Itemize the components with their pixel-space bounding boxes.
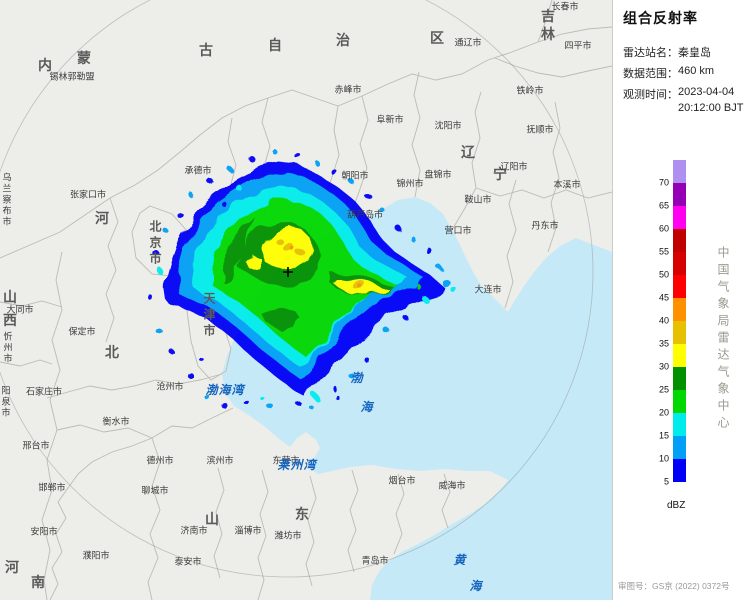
boundary-line [105,197,119,343]
time-clock: 20:12:00 BJT [678,102,744,114]
legend-row: 55 [649,229,686,257]
watermark: 中国气象局雷达气象中心 [716,246,730,433]
time-row: 观测时间： 2023-04-04 20:12:00 BJT [623,86,756,118]
legend-row: 30 [649,344,686,372]
radar-echo [145,150,458,411]
boundary-line [46,373,223,399]
boundary-line [257,469,269,600]
legend-unit: dBZ [667,500,686,511]
legend-row: 35 [649,321,686,349]
legend-swatch [673,206,686,229]
legend-row: 15 [649,413,686,441]
legend-swatch [673,160,686,183]
legend-value: 20 [658,407,669,418]
legend-row: 45 [649,275,686,303]
legend-value: 50 [658,269,669,280]
legend-value: 45 [658,292,669,303]
station-marker [283,267,293,277]
range-value: 460 km [678,65,715,77]
range-row: 数据范围： 460 km [623,65,756,81]
boundary-line [49,407,234,600]
boundary-polygon [131,205,189,277]
product-title: 组合反射率 [623,10,698,26]
station-row: 雷达站名： 秦皇岛 [623,44,756,60]
legend-swatch [673,459,686,482]
boundary-line [494,57,612,78]
station-value: 秦皇岛 [678,47,711,59]
boundary-line [347,469,359,573]
boundary-line [451,91,482,231]
map-approval: 审图号：GS京 (2022) 0372号 [618,581,730,591]
boundary-line [441,473,451,529]
legend-row: 10 [649,436,686,464]
time-value: 2023-04-04 20:12:00 BJT [678,86,743,118]
legend-value: 30 [658,361,669,372]
legend-value: 55 [658,246,669,257]
boundary-line [305,475,317,587]
legend-row: 5 [649,459,686,487]
legend-value: 40 [658,315,669,326]
boundary-line [213,467,225,579]
legend-row: 70 [649,160,686,188]
boundary-line [0,359,53,367]
legend-swatch [673,229,686,252]
legend-value: 70 [658,177,669,188]
boundary-line [537,0,553,43]
legend-row: 50 [649,252,686,280]
boundary-line [411,71,421,198]
legend-row: 60 [649,206,686,234]
boundary-line [547,101,561,253]
radar-info: 雷达站名： 秦皇岛 数据范围： 460 km 观测时间： 2023-04-04 … [623,44,756,118]
radar-map: 内蒙古自治区吉林辽宁河北山西山东河南锡林郭勒盟 通辽市 四平市 长春市 赤峰市 朝阳市 锦州… [0,0,612,600]
map-svg [0,0,612,600]
boundary-line [56,424,153,439]
boundary-line [0,300,63,308]
legend-swatch [673,390,686,413]
legend-value: 5 [663,476,669,487]
time-label: 观测时间： [623,89,678,101]
range-ring [0,0,594,578]
legend-value: 10 [658,453,669,464]
legend-value: 65 [658,200,669,211]
legend-row: 25 [649,367,686,395]
station-label: 雷达站名： [623,47,678,59]
legend-row: 40 [649,298,686,326]
legend-value: 35 [658,338,669,349]
info-panel: 组合反射率 雷达站名： 秦皇岛 数据范围： 460 km 观测时间： 2023-… [612,0,756,600]
boundary-line [475,187,612,199]
legend-swatch [673,252,686,275]
legend-swatch [673,367,686,390]
boundary-line [504,179,517,309]
legend-value: 25 [658,384,669,395]
time-date: 2023-04-04 [678,86,735,98]
legend-swatch [673,344,686,367]
legend-swatch [673,275,686,298]
legend-value: 15 [658,430,669,441]
boundary-line [147,437,161,600]
legend-row: 65 [649,183,686,211]
legend-swatch [673,436,686,459]
legend-scale: 70 65 60 55 50 45 40 35 30 25 20 15 10 5 [649,160,686,487]
legend-swatch [673,413,686,436]
legend-row: 20 [649,390,686,418]
legend-swatch [673,321,686,344]
boundary-line [393,473,405,555]
range-label: 数据范围： [623,68,678,80]
legend-value: 60 [658,223,669,234]
boundary-line [0,26,612,259]
legend-swatch [673,183,686,206]
legend-swatch [673,298,686,321]
boundary-line [350,95,369,215]
